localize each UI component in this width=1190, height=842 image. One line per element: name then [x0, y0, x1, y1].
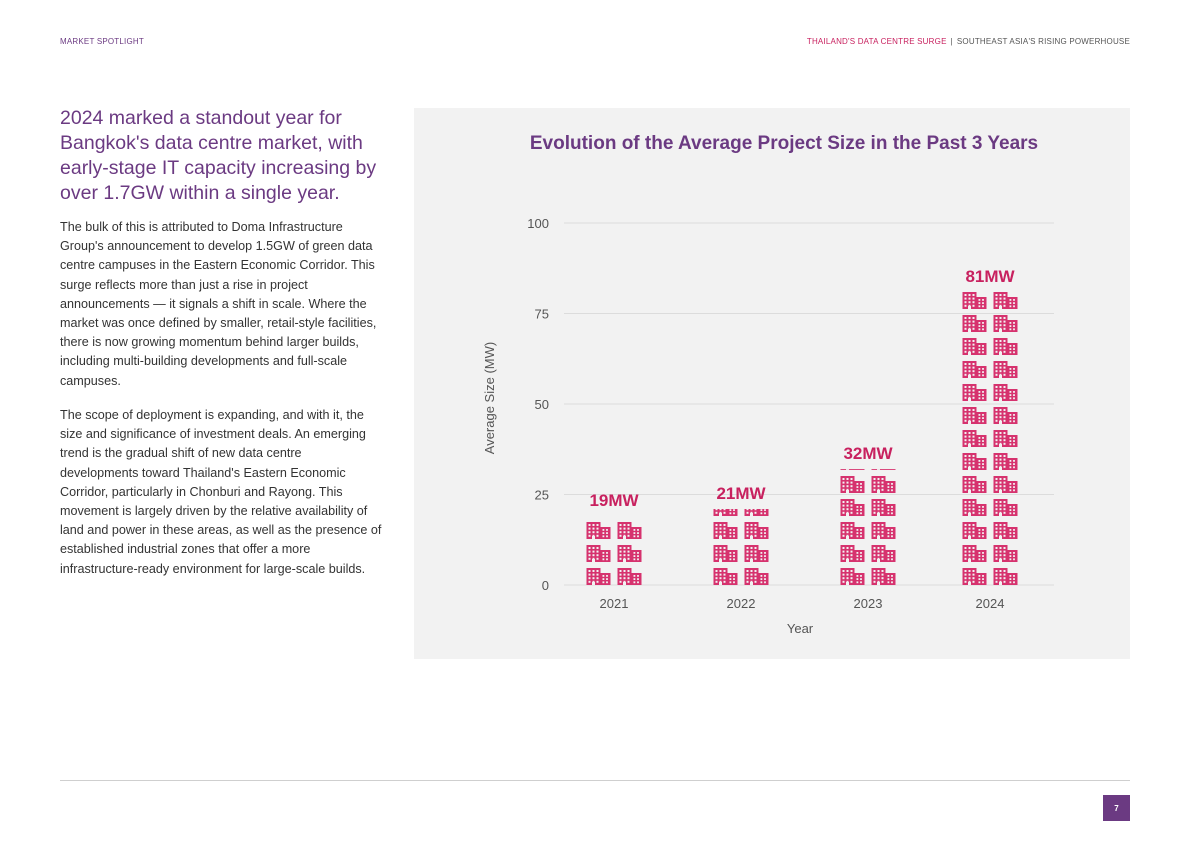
building-icon — [840, 568, 865, 585]
building-icon — [871, 469, 896, 470]
building-icon — [962, 361, 987, 378]
building-icon — [993, 453, 1018, 470]
y-tick-label: 25 — [535, 488, 549, 503]
section-label: MARKET SPOTLIGHT — [60, 37, 144, 46]
building-icon — [993, 545, 1018, 562]
building-icon — [713, 545, 738, 562]
building-icon — [962, 384, 987, 401]
bar-2021 — [586, 522, 642, 585]
building-icon — [617, 568, 642, 585]
building-icon — [993, 499, 1018, 516]
bar-2023 — [840, 469, 896, 585]
building-icon — [993, 384, 1018, 401]
x-tick-label: 2023 — [854, 596, 883, 611]
building-icon — [962, 407, 987, 424]
building-icon — [840, 476, 865, 493]
x-tick-label: 2022 — [727, 596, 756, 611]
bar-2024 — [962, 292, 1018, 585]
building-icon — [840, 499, 865, 516]
building-icon — [871, 522, 896, 539]
data-label: 19MW — [589, 491, 639, 510]
building-icon — [840, 469, 865, 470]
body-paragraph-1: The bulk of this is attributed to Doma I… — [60, 220, 377, 388]
building-icon — [840, 545, 865, 562]
building-icon — [962, 292, 987, 309]
lede-paragraph: 2024 marked a standout year for Bangkok'… — [60, 107, 377, 204]
building-icon — [962, 545, 987, 562]
building-icon — [586, 522, 611, 539]
building-icon — [586, 568, 611, 585]
chart-title: Evolution of the Average Project Size in… — [530, 133, 1038, 154]
building-icon — [962, 453, 987, 470]
building-icon — [962, 499, 987, 516]
building-icon — [993, 315, 1018, 332]
building-icon — [744, 568, 769, 585]
page-number: 7 — [1103, 795, 1130, 821]
data-label: 32MW — [843, 444, 893, 463]
footer-divider — [60, 780, 1130, 781]
building-icon — [871, 499, 896, 516]
building-icon — [962, 522, 987, 539]
building-icon — [744, 545, 769, 562]
data-label: 81MW — [965, 267, 1015, 286]
building-icon — [744, 508, 769, 516]
x-tick-label: 2021 — [600, 596, 629, 611]
chart-panel: Evolution of the Average Project Size in… — [414, 108, 1130, 659]
data-label: 21MW — [716, 484, 766, 503]
building-icon — [617, 522, 642, 539]
building-icon — [871, 545, 896, 562]
building-icon — [993, 361, 1018, 378]
building-icon — [993, 522, 1018, 539]
building-icon — [993, 292, 1018, 309]
building-icon — [871, 568, 896, 585]
building-icon — [617, 545, 642, 562]
building-icon — [993, 430, 1018, 447]
y-tick-label: 100 — [527, 216, 549, 231]
building-icon — [962, 476, 987, 493]
bar-2022 — [713, 508, 769, 585]
building-icon — [962, 430, 987, 447]
building-icon — [993, 476, 1018, 493]
report-subtitle: SOUTHEAST ASIA'S RISING POWERHOUSE — [956, 37, 1130, 46]
running-header: THAILAND'S DATA CENTRE SURGE | SOUTHEAST A… — [807, 37, 1130, 46]
building-icon — [993, 338, 1018, 355]
building-icon — [962, 568, 987, 585]
project-size-chart: Evolution of the Average Project Size in… — [482, 133, 1054, 636]
report-title: THAILAND'S DATA CENTRE SURGE — [806, 37, 947, 46]
building-icon — [586, 545, 611, 562]
building-icon — [744, 522, 769, 539]
y-axis-label: Average Size (MW) — [482, 342, 497, 454]
building-icon — [993, 407, 1018, 424]
x-axis-label: Year — [787, 621, 814, 636]
y-tick-label: 0 — [542, 578, 549, 593]
building-icon — [713, 522, 738, 539]
y-tick-label: 50 — [535, 397, 549, 412]
building-icon — [871, 476, 896, 493]
x-tick-label: 2024 — [976, 596, 1005, 611]
y-tick-label: 75 — [535, 307, 549, 322]
body-paragraph-2: The scope of deployment is expanding, an… — [60, 408, 382, 576]
building-icon — [713, 568, 738, 585]
building-icon — [713, 508, 738, 516]
building-icon — [962, 338, 987, 355]
building-icon — [962, 315, 987, 332]
header-separator: | — [950, 37, 953, 46]
building-icon — [840, 522, 865, 539]
building-icon — [993, 568, 1018, 585]
